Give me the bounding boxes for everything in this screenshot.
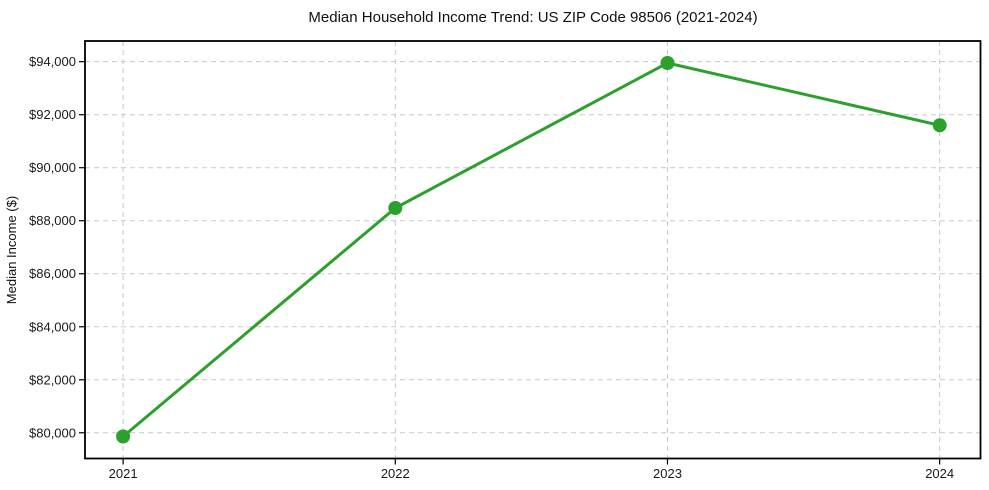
y-tick-label: $84,000 bbox=[29, 319, 76, 334]
y-tick-label: $82,000 bbox=[29, 372, 76, 387]
y-tick-label: $80,000 bbox=[29, 425, 76, 440]
x-tick-label: 2024 bbox=[925, 466, 954, 481]
y-tick-label: $88,000 bbox=[29, 213, 76, 228]
chart-title: Median Household Income Trend: US ZIP Co… bbox=[308, 9, 757, 26]
y-tick-label: $90,000 bbox=[29, 160, 76, 175]
y-tick-label: $86,000 bbox=[29, 266, 76, 281]
y-tick-label: $92,000 bbox=[29, 107, 76, 122]
data-point-2023 bbox=[660, 56, 675, 70]
y-tick-label: $94,000 bbox=[29, 54, 76, 69]
y-axis-label: Median Income ($) bbox=[4, 196, 19, 304]
plot-area: $80,000 $82,000 $84,000 $86,000 $88,000 $90,0… bbox=[29, 40, 982, 481]
data-point-2024 bbox=[932, 118, 947, 133]
data-point-2021 bbox=[116, 429, 131, 444]
data-point-2022 bbox=[388, 201, 403, 215]
x-tick-label: 2022 bbox=[381, 466, 410, 481]
x-tick-label: 2021 bbox=[109, 466, 138, 481]
x-tick-label: 2023 bbox=[653, 466, 682, 481]
plot-border bbox=[84, 40, 982, 460]
trend-line bbox=[121, 61, 942, 438]
